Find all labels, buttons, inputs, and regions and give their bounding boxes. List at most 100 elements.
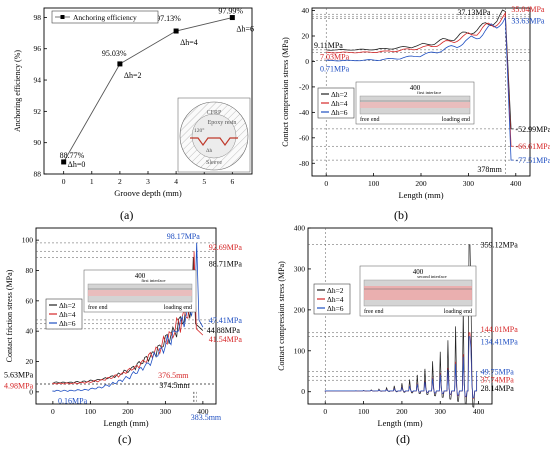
chart-a-legend-label: Anchoring efficiency [73,13,137,22]
chart-c-annotation: 88.71MPa [209,259,243,268]
chart-b-annotation: -77.51MPa [515,156,550,165]
chart-a-value-label: 88.77% [60,151,85,160]
chart-a-ytick-label: 98 [34,13,42,22]
chart-d-ytick-label: 200 [294,305,306,314]
chart-d-ytick-label: 300 [294,264,306,273]
chart-d-xtick-label: 300 [435,407,447,416]
chart-a-value-label: 97.13% [156,14,181,23]
chart-a-xtick-label: 4 [174,177,178,186]
chart-d-xtick-label: 100 [358,407,370,416]
chart-b-series-1 [326,9,514,130]
chart-c-annotation: 92.69MPa [209,243,243,252]
chart-b-ytick-label: 0 [305,57,309,66]
chart-c-inset-interface: first interface [141,278,165,283]
chart-a-point [229,15,235,21]
inset-angle-label: 120° [194,127,204,134]
panel-label-a: (a) [120,208,134,222]
chart-b-ytick-label: -40 [299,108,309,117]
chart-a-point [61,159,67,165]
chart-b-ytick-label: -80 [299,159,309,168]
chart-c-xtick-label: 300 [160,407,172,416]
chart-b-inset-length: 400 [410,84,421,92]
chart-b-annotation: 37.13MPa [457,8,491,17]
chart-d-inset-stress-zone [364,286,472,300]
chart-b-ytick-label: -20 [299,82,309,91]
chart-b-xtick-label: 0 [324,179,328,188]
chart-d-legend-entry: Δh=2 [327,286,344,295]
chart-a-point [173,28,179,34]
chart-a-groove-inset: CFRP Epoxy resin 120° Δh Sleeve [177,97,251,173]
chart-b-legend-entry: Δh=4 [331,99,348,108]
chart-c-legend-entry: Δh=2 [59,301,76,310]
chart-b-ytick-label: 20 [302,32,310,41]
chart-d-inset-length: 400 [413,268,424,276]
chart-a-ytick-label: 92 [34,107,42,116]
chart-c-ytick-label: 60 [26,296,34,305]
chart-a-legend-box [51,10,159,24]
chart-d-annotation: 134.41MPa [481,338,519,347]
chart-c-xtick-label: 100 [85,407,97,416]
chart-d-xtick-label: 200 [396,407,408,416]
chart-a-ytick-label: 88 [34,170,42,179]
chart-c-annotation: 374.5mm [159,381,190,390]
chart-d-annotation: 49.75MPa [481,367,515,376]
chart-c-annotation: 5.63MPa [4,370,34,379]
chart-c-annotation: 376.5mm [158,371,189,380]
chart-d-annotation: 144.01MPa [481,325,519,334]
chart-a-series-line [63,17,233,163]
chart-d-ylabel: Contact compression stress (MPa) [277,261,286,371]
chart-d-annotation: 28.14MPa [481,384,515,393]
chart-b-annotation: 7.03MPa [320,53,350,62]
chart-a-ylabel: Anchoring efficiency (%) [13,50,22,132]
chart-d-inset-interface: second interface [417,274,446,279]
chart-b-annotation: 378mm [477,165,502,174]
chart-b-annotation: -52.99MPa [515,125,550,134]
chart-b-ylabel: Contact compression stress (MPa) [281,37,290,147]
chart-b-series-2 [325,11,514,147]
chart-b-annotation: 33.63MPa [511,17,545,26]
chart-c-annotation: 44.88MPa [207,326,241,335]
chart-c-series-2 [52,251,204,385]
chart-b-series-3 [325,17,514,161]
chart-a-value-label: 95.03% [102,49,127,58]
chart-b-xlabel: Length (mm) [398,190,443,200]
panel-label-d: (d) [396,432,410,446]
chart-b-xtick-label: 100 [368,179,380,188]
chart-b-legend-entry: Δh=6 [331,108,348,117]
chart-b-annotation: 9.11MPa [314,41,343,50]
chart-d-legend-entry: Δh=4 [327,295,344,304]
chart-d-legend-entry: Δh=6 [327,304,344,313]
chart-a-point [117,61,123,67]
chart-a-ytick-label: 94 [34,76,42,85]
chart-a-xtick-label: 2 [118,177,122,186]
chart-c-legend-entry: Δh=6 [59,319,76,328]
chart-d-xtick-label: 400 [473,407,485,416]
chart-a-ytick-label: 96 [34,44,42,53]
chart-c-inset-free-end: free end [88,304,108,311]
inset-groove-profile [190,137,238,147]
inset-sleeve-label: Sleeve [206,160,222,166]
chart-a-xtick-label: 6 [230,177,234,186]
chart-a-xlabel: Groove depth (mm) [114,188,182,198]
chart-b-ytick-label: 40 [302,6,310,15]
chart-a-xtick-label: 1 [90,177,94,186]
chart-c-ylabel: Contact friction stress (MPa) [5,269,14,362]
chart-c-legend-entry: Δh=4 [59,310,76,319]
chart-c-annotation: 47.41MPa [209,316,243,325]
chart-d-inset-loading-end: loading end [444,309,472,315]
inset-epoxy [191,113,237,159]
chart-c-xtick-label: 400 [197,407,209,416]
chart-b-annotation: 0.71MPa [320,65,350,74]
chart-c-ytick-label: 80 [26,266,34,275]
chart-d-annotation: 359.12MPa [481,241,519,250]
chart-a-dh-label: Δh=4 [180,38,198,47]
chart-d-frame [307,227,493,405]
chart-c-ytick-label: 20 [26,357,34,366]
chart-c-annotation: 4.98MPa [4,381,34,390]
chart-c-series-1 [52,257,204,384]
chart-c-series-3 [52,242,204,392]
chart-d-annotation: 37.74MPa [481,375,515,384]
chart-b-inset-free-end: free end [360,116,380,123]
panel-label-b: (b) [394,208,408,222]
